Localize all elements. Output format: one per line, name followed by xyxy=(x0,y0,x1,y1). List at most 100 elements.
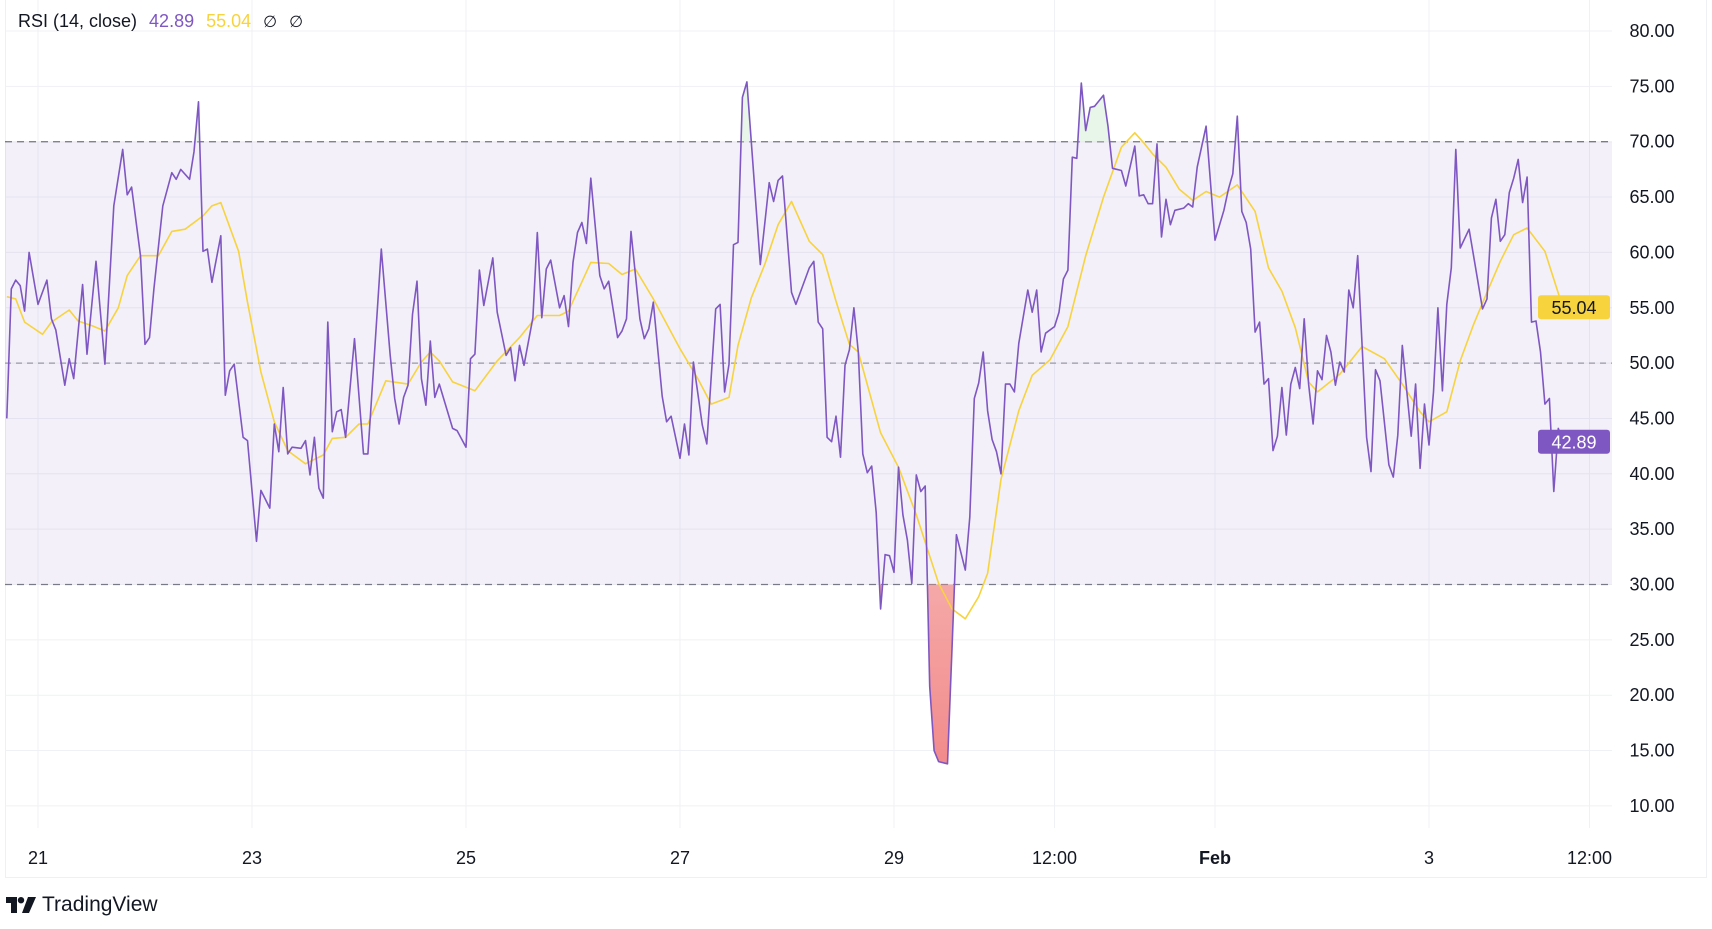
ma-point xyxy=(428,350,432,354)
rsi-point xyxy=(937,760,941,764)
rsi-point xyxy=(1485,297,1489,301)
rsi-chart[interactable]: 21 23 25 27 29 12:00 Feb 3 12:00 80.00 75.00 70.00 6… xyxy=(0,0,1712,880)
rsi-point xyxy=(1503,233,1507,237)
rsi-point xyxy=(1066,268,1070,272)
rsi-point xyxy=(567,325,571,329)
rsi-point xyxy=(584,242,588,246)
rsi-point xyxy=(638,317,642,321)
rsi-point xyxy=(299,446,303,450)
rsi-point xyxy=(847,348,851,352)
rsi-point xyxy=(1124,184,1128,188)
rsi-point xyxy=(914,473,918,477)
ma-point xyxy=(1151,152,1155,156)
rsi-point xyxy=(1458,246,1462,250)
rsi-point xyxy=(366,452,370,456)
rsi-point xyxy=(1449,266,1453,270)
rsi-point xyxy=(767,181,771,185)
rsi-point xyxy=(312,435,316,439)
ma-point xyxy=(696,377,700,381)
ma-point xyxy=(384,379,388,383)
rsi-point xyxy=(1316,369,1320,373)
ma-point xyxy=(937,581,941,585)
rsi-point xyxy=(353,337,357,341)
ma-point xyxy=(821,253,825,257)
ma-point xyxy=(1217,195,1221,199)
rsi-point xyxy=(1521,201,1525,205)
rsi-point xyxy=(402,395,406,399)
rsi-point xyxy=(27,250,31,254)
ma-point xyxy=(1017,409,1021,413)
rsi-point xyxy=(629,229,633,233)
rsi-point xyxy=(736,240,740,244)
rsi-point xyxy=(682,422,686,426)
ma-point xyxy=(67,308,71,312)
rsi-point xyxy=(794,302,798,306)
chart-frame xyxy=(5,0,1707,878)
rsi-point xyxy=(330,430,334,434)
rsi-point xyxy=(455,429,459,433)
rsi-point xyxy=(152,287,156,291)
rsi-point xyxy=(986,409,990,413)
ma-point xyxy=(1445,410,1449,414)
rsi-point xyxy=(1168,223,1172,227)
rsi-point xyxy=(397,422,401,426)
rsi-point xyxy=(1119,168,1123,172)
rsi-point xyxy=(1414,382,1418,386)
rsi-point xyxy=(1003,382,1007,386)
rsi-point xyxy=(1088,105,1092,109)
price-axis-label: 40.00 xyxy=(1629,464,1674,484)
rsi-point xyxy=(1164,197,1168,201)
ma-point xyxy=(5,295,9,299)
rsi-point xyxy=(411,312,415,316)
rsi-point xyxy=(1298,387,1302,391)
rsi-point xyxy=(428,339,432,343)
rsi-point xyxy=(1195,165,1199,169)
rsi-point xyxy=(54,328,58,332)
rsi-point xyxy=(1547,397,1551,401)
rsi-point xyxy=(1454,147,1458,151)
ma-point xyxy=(1191,198,1195,202)
ma-point xyxy=(535,313,539,317)
rsi-point xyxy=(602,287,606,291)
ma-line[interactable] xyxy=(6,132,1564,620)
rsi-point xyxy=(1057,310,1061,314)
ma-point xyxy=(986,571,990,575)
rsi-point xyxy=(776,178,780,182)
ma-point xyxy=(1267,266,1271,270)
rsi-point xyxy=(1102,93,1106,97)
rsi-point xyxy=(905,538,909,542)
rsi-point xyxy=(192,150,196,154)
rsi-point xyxy=(254,539,258,543)
rsi-point xyxy=(1369,470,1373,474)
indicator-title: RSI (14, close) xyxy=(18,11,138,31)
rsi-point xyxy=(1222,208,1226,212)
rsi-point xyxy=(732,243,736,247)
rsi-point xyxy=(981,350,985,354)
price-axis-label: 20.00 xyxy=(1629,685,1674,705)
rsi-point xyxy=(665,420,669,424)
rsi-line[interactable] xyxy=(6,81,1564,765)
rsi-point xyxy=(990,437,994,441)
tradingview-brand[interactable]: TradingView xyxy=(6,893,158,917)
rsi-point xyxy=(1146,202,1150,206)
rsi-point xyxy=(843,363,847,367)
ma-point xyxy=(1485,290,1489,294)
rsi-point xyxy=(1244,221,1248,225)
rsi-point xyxy=(1155,142,1159,146)
rsi-point xyxy=(1347,288,1351,292)
rsi-point xyxy=(1378,379,1382,383)
ma-point xyxy=(807,239,811,243)
ma-point xyxy=(103,329,107,333)
ma-point xyxy=(201,214,205,218)
rsi-point xyxy=(1489,216,1493,220)
rsi-point xyxy=(1436,306,1440,310)
rsi-point xyxy=(963,568,967,572)
rsi-point xyxy=(1387,463,1391,467)
time-axis-label: 27 xyxy=(670,848,690,868)
rsi-point xyxy=(290,445,294,449)
ma-point xyxy=(736,343,740,347)
rsi-point xyxy=(888,554,892,558)
indicator-legend[interactable]: RSI (14, close) 42.89 55.04 ∅ ∅ xyxy=(18,11,303,32)
rsi-point xyxy=(1351,306,1355,310)
rsi-point xyxy=(1061,277,1065,281)
